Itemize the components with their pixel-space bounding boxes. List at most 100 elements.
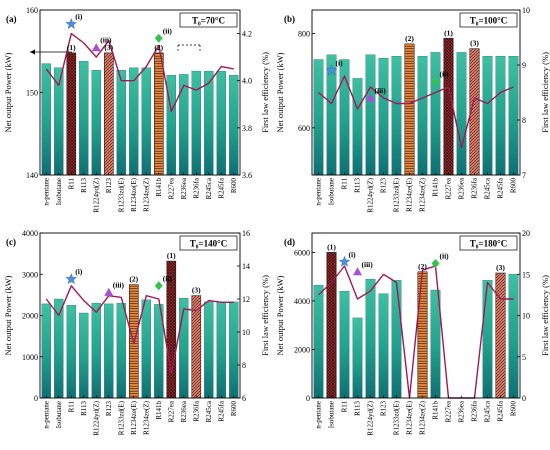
star-marker [325, 64, 338, 76]
bar-R245ca [204, 70, 214, 176]
x-tick-label: n-pentane [42, 178, 50, 206]
bar-R227ea [166, 75, 176, 176]
y2-tick-label: 20 [522, 229, 530, 238]
bar-R227ea [443, 37, 454, 176]
bar-R1234ze(Z) [417, 271, 428, 399]
panel-tag: (c) [6, 237, 16, 247]
bar-R1233zd(E) [391, 280, 402, 399]
y-tick-label: 4000 [294, 297, 310, 306]
y2-tick-label: 10 [242, 328, 250, 337]
x-tick-label: R1234ze(E) [406, 177, 414, 211]
bar-R113 [352, 78, 363, 176]
y-axis-label: Net output Power (kW) [3, 52, 13, 132]
x-tick-label: R236ea [180, 400, 188, 422]
rank-label: (1) [327, 242, 336, 251]
bar-R11 [66, 305, 76, 399]
panel-tag: (a) [6, 14, 17, 24]
y2-tick-label: 3.6 [242, 171, 252, 180]
star-marker [65, 273, 78, 285]
rank-label: (1) [167, 251, 176, 260]
y-tick-label: 150 [26, 89, 38, 98]
bar-n-pentane [313, 285, 324, 399]
x-tick-label: R245ca [484, 177, 492, 199]
rank-label: (2) [405, 34, 414, 43]
rank-label: (2) [154, 43, 163, 52]
bar-R1224yd(Z) [91, 302, 101, 399]
y-tick-label: 600 [298, 124, 310, 133]
triangle-marker [353, 267, 362, 276]
x-tick-label: R123 [105, 401, 113, 417]
marker-label: (i) [75, 267, 83, 276]
bar-R1234ze(E) [129, 67, 139, 176]
x-tick-label: R113 [80, 401, 88, 416]
star-marker [65, 18, 78, 30]
bar-n-pentane [313, 59, 324, 176]
bar-R141b [154, 52, 164, 176]
y-axis-label: Net output Power (kW) [275, 52, 285, 132]
temperature-box [459, 12, 518, 28]
rank-label: (2) [129, 275, 138, 284]
triangle-marker [366, 93, 375, 102]
triangle-marker [104, 287, 114, 296]
temperature-box [459, 235, 518, 251]
y-tick-label: 2000 [294, 345, 310, 354]
x-tick-label: R1234ze(Z) [142, 177, 150, 211]
marker-label: (iii) [362, 260, 374, 269]
x-tick-label: R245fa [217, 400, 225, 422]
marker-label: (i) [336, 59, 344, 68]
x-tick-label: R236ea [180, 177, 188, 199]
y2-tick-label: 8 [242, 361, 246, 370]
y2-tick-label: 4.2 [242, 30, 252, 39]
marker-label: (iii) [375, 86, 387, 95]
bar-R245ca [204, 301, 214, 399]
x-tick-label: Isobutane [55, 178, 63, 205]
marker-label: (ii) [163, 26, 173, 35]
bar-R1224yd(Z) [365, 278, 376, 399]
x-tick-label: R1233zd(E) [393, 177, 401, 212]
bar-R123 [378, 293, 389, 399]
panel-c: 0 1000 2000 3000 4000 6 8 10 12 14 16 n-pentane Isob… [3, 229, 270, 436]
y-tick-label: 2000 [22, 312, 38, 321]
bar-R123 [104, 303, 114, 399]
y2-tick-label: 3.8 [242, 124, 252, 133]
x-tick-label: R227ea [445, 177, 453, 199]
bar-R600 [508, 56, 519, 176]
y-axis-label: Net output Power (kW) [275, 275, 285, 355]
bar-n-pentane [41, 303, 51, 399]
y2-tick-label: 14 [242, 262, 250, 271]
x-tick-label: R123 [380, 178, 388, 194]
x-tick-label: R236fa [192, 400, 200, 422]
diamond-marker [431, 77, 440, 86]
x-tick-label: R1224yd(Z) [92, 400, 100, 435]
x-tick-label: R113 [354, 401, 362, 416]
bar-R236ea [456, 52, 467, 176]
bar-R113 [79, 312, 89, 399]
y2-tick-label: 4.0 [242, 77, 252, 86]
x-tick-label: R236fa [192, 177, 200, 199]
panel-d: 0 2000 4000 6000 0 5 10 15 20 n-pentane Isobutane R… [275, 229, 550, 436]
bar-R600 [229, 75, 239, 176]
y-tick-label: 800 [298, 30, 310, 39]
bar-R600 [229, 301, 239, 399]
bar-R123 [104, 52, 114, 176]
x-tick-label: R1234ze(Z) [419, 400, 427, 434]
temperature-label: T₀=140°C [190, 239, 227, 249]
x-tick-label: R236fa [471, 400, 479, 422]
x-tick-label: R1233zd(E) [117, 177, 125, 212]
efficiency-line [45, 32, 234, 113]
temperature-label: T₀=100°C [470, 16, 507, 26]
bar-R245fa [495, 56, 506, 176]
y2-tick-label: 16 [242, 229, 250, 238]
diamond-marker [154, 33, 163, 43]
marker-label: (iii) [113, 280, 125, 289]
x-tick-label: R141b [432, 401, 440, 420]
bar-R113 [352, 317, 363, 399]
y2-axis-label: First law efficiency (%) [260, 275, 270, 356]
efficiency-line [318, 265, 514, 399]
x-tick-label: R236ea [458, 400, 466, 422]
bar-R1233zd(E) [116, 302, 126, 399]
x-tick-label: R245ca [205, 400, 213, 422]
y-tick-label: 3000 [22, 270, 38, 279]
bar-R245fa [216, 70, 226, 176]
